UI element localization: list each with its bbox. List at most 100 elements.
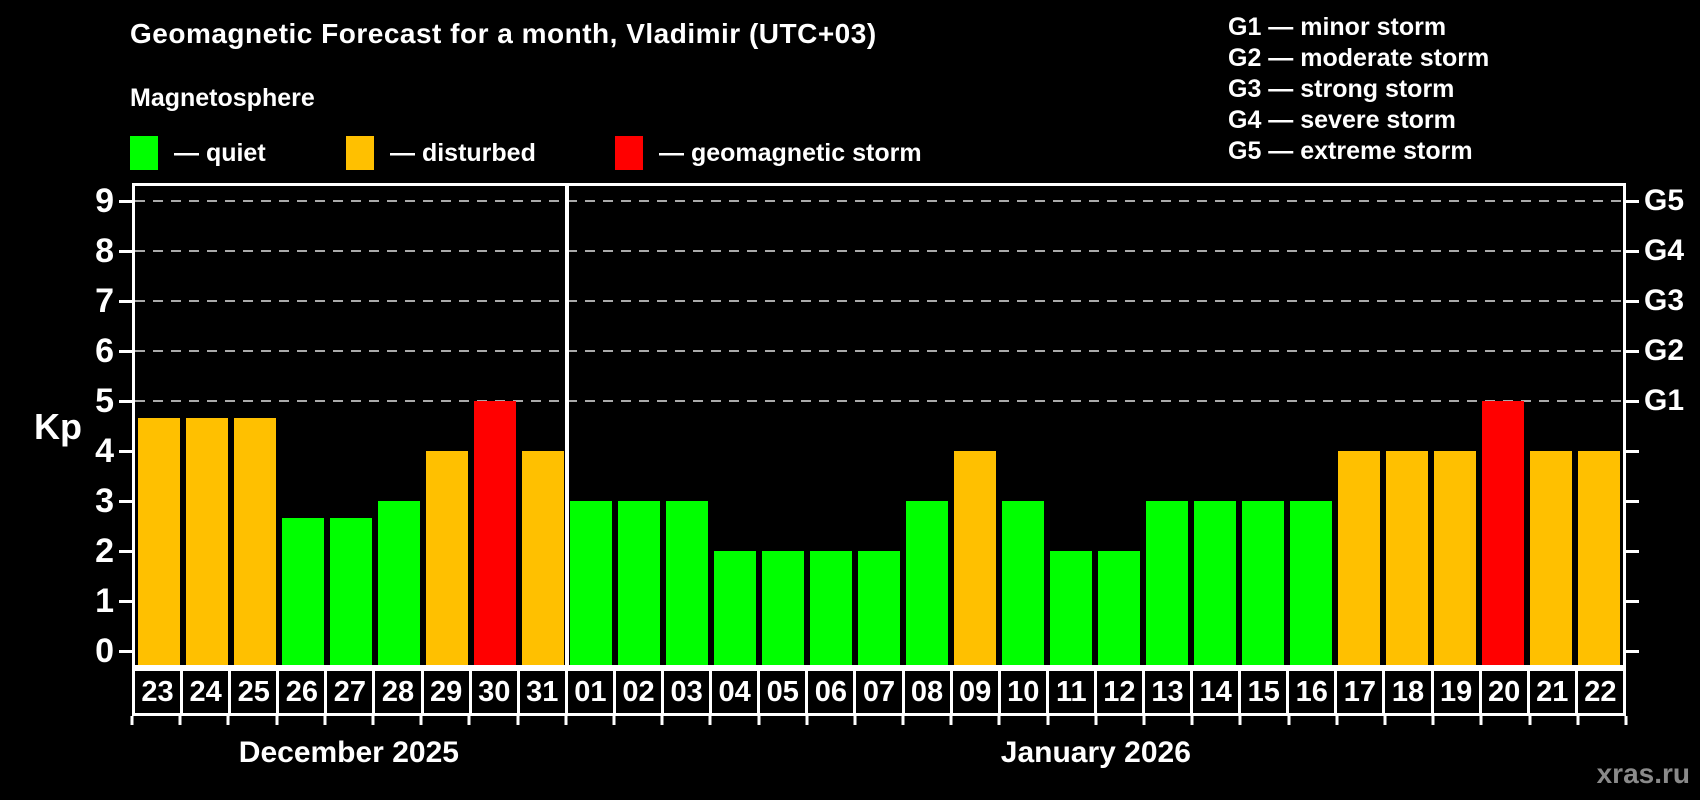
day-label-29: 29: [424, 671, 472, 713]
kp-bar-05: [762, 551, 804, 665]
kp-bar-08: [906, 501, 948, 665]
bottom-tick-10: [612, 716, 616, 725]
day-slot-10: [999, 186, 1047, 665]
bottom-tick-28: [1479, 716, 1483, 725]
bottom-tick-19: [1046, 716, 1050, 725]
day-label-01: 01: [568, 671, 616, 713]
day-slot-31: [519, 186, 567, 665]
day-slot-23: [135, 186, 183, 665]
kp-bar-06: [810, 551, 852, 665]
storm-color-swatch: [615, 136, 643, 170]
kp-bar-30: [474, 401, 516, 665]
bottom-tick-1: [178, 716, 182, 725]
g5-legend-line: G5 — extreme storm: [1228, 137, 1473, 165]
plot-area: [132, 183, 1626, 668]
day-slot-29: [423, 186, 471, 665]
right-tick-7: [1626, 300, 1639, 303]
day-label-03: 03: [664, 671, 713, 713]
bottom-tick-16: [901, 716, 905, 725]
kp-bar-15: [1242, 501, 1284, 665]
y-tick-label-7: 7: [95, 282, 114, 320]
g-scale-legend: G1 — minor storm G2 — moderate storm G3 …: [1228, 12, 1489, 167]
bottom-tick-29: [1528, 716, 1532, 725]
bottom-tick-25: [1335, 716, 1339, 725]
bottom-tick-31: [1624, 716, 1628, 725]
right-tick-3: [1626, 500, 1639, 503]
day-slot-18: [1383, 186, 1431, 665]
left-tick-5: [119, 400, 132, 403]
bottom-tick-15: [853, 716, 857, 725]
day-slot-21: [1527, 186, 1575, 665]
day-slot-15: [1239, 186, 1287, 665]
bottom-tick-26: [1383, 716, 1387, 725]
day-slot-01: [567, 186, 615, 665]
legend-label-quiet: — quiet: [174, 139, 266, 167]
month-label-january: January 2026: [1000, 736, 1191, 769]
x-axis-day-labels: 23 24 25 26 27 28 29 30 31 01 02 03 04 05 06 07 08 09 10 11…: [132, 668, 1626, 716]
quiet-color-swatch: [130, 136, 158, 170]
day-slot-16: [1287, 186, 1335, 665]
g-label-g2: G2: [1644, 334, 1685, 367]
day-slot-28: [375, 186, 423, 665]
kp-bar-28: [378, 501, 420, 665]
bottom-tick-13: [757, 716, 761, 725]
left-tick-2: [119, 550, 132, 553]
g1-legend-line: G1 — minor storm: [1228, 13, 1447, 41]
right-tick-2: [1626, 550, 1639, 553]
day-label-06: 06: [808, 671, 857, 713]
left-tick-0: [119, 650, 132, 653]
kp-bar-04: [714, 551, 756, 665]
g-label-g5: G5: [1644, 184, 1685, 217]
kp-bar-19: [1434, 451, 1476, 665]
day-label-26: 26: [279, 671, 328, 713]
day-label-05: 05: [760, 671, 809, 713]
day-slot-22: [1575, 186, 1623, 665]
gridline-kp-6: [135, 350, 1623, 352]
day-slot-06: [807, 186, 855, 665]
y-tick-label-5: 5: [95, 382, 114, 420]
g4-legend-line: G4 — severe storm: [1228, 106, 1456, 134]
day-label-19: 19: [1434, 671, 1482, 713]
g2-legend-line: G2 — moderate storm: [1228, 44, 1490, 72]
right-tick-0: [1626, 650, 1639, 653]
right-tick-4: [1626, 450, 1639, 453]
bottom-tick-18: [997, 716, 1001, 725]
bottom-tick-11: [660, 716, 664, 725]
kp-bar-07: [858, 551, 900, 665]
kp-bar-23: [138, 417, 180, 665]
kp-bar-16: [1290, 501, 1332, 665]
g-label-g1: G1: [1644, 384, 1685, 417]
legend-label-storm: — geomagnetic storm: [659, 139, 922, 167]
day-label-07: 07: [856, 671, 905, 713]
gridline-kp-7: [135, 300, 1623, 302]
bottom-tick-17: [949, 716, 953, 725]
y-tick-label-3: 3: [95, 482, 114, 520]
day-slot-12: [1095, 186, 1143, 665]
disturbed-color-swatch: [346, 136, 374, 170]
day-slot-13: [1143, 186, 1191, 665]
gridline-kp-5: [135, 400, 1623, 402]
bottom-tick-9: [564, 716, 568, 725]
y-tick-label-8: 8: [95, 232, 114, 270]
day-label-13: 13: [1145, 671, 1194, 713]
day-label-27: 27: [327, 671, 376, 713]
y-tick-label-4: 4: [95, 432, 114, 470]
kp-bar-09: [954, 451, 996, 665]
day-slot-07: [855, 186, 903, 665]
day-label-24: 24: [183, 671, 232, 713]
bottom-tick-5: [371, 716, 375, 725]
day-slot-09: [951, 186, 999, 665]
month-label-december: December 2025: [238, 736, 459, 769]
day-slot-20: [1479, 186, 1527, 665]
g-label-g4: G4: [1644, 234, 1685, 267]
day-label-17: 17: [1337, 671, 1386, 713]
kp-bar-31: [522, 451, 564, 665]
kp-bar-03: [666, 501, 708, 665]
right-tick-5: [1626, 400, 1639, 403]
legend-heading: Magnetosphere: [130, 84, 315, 112]
day-label-22: 22: [1584, 676, 1617, 708]
watermark: xras.ru: [1596, 758, 1690, 789]
day-label-15: 15: [1241, 671, 1290, 713]
g3-legend-line: G3 — strong storm: [1228, 75, 1455, 103]
